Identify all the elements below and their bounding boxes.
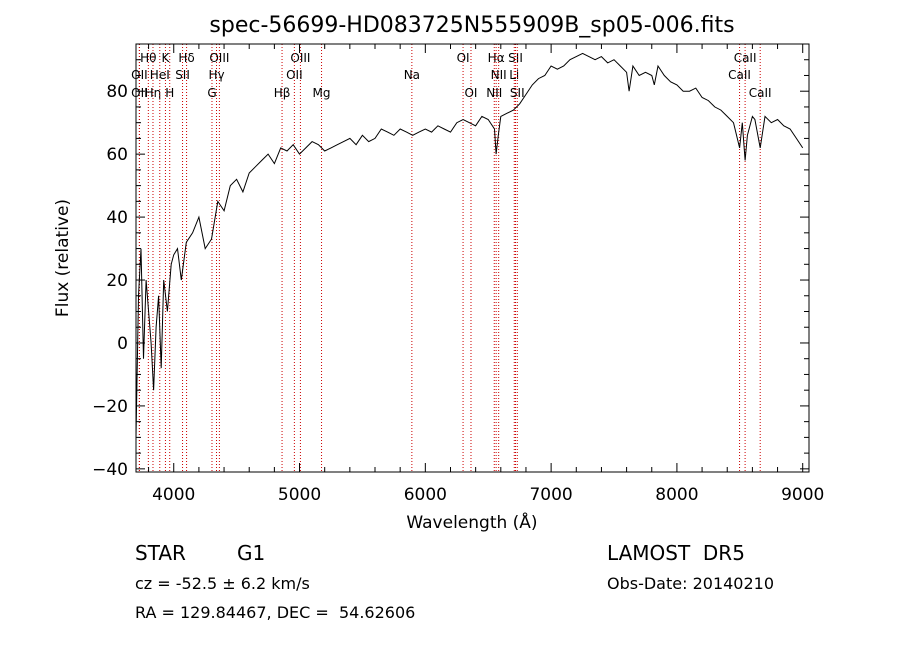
object-class: STAR	[135, 541, 186, 565]
x-tick-label: 8000	[655, 485, 698, 505]
line-marker-label: OI	[464, 86, 477, 100]
line-marker-label: CaII	[728, 68, 751, 82]
line-marker-label: Hγ	[208, 68, 224, 82]
object-subclass: G1	[237, 541, 266, 565]
line-marker-label: SII	[510, 86, 525, 100]
x-tick-label: 9000	[781, 485, 824, 505]
line-marker-label: OI	[457, 51, 470, 65]
line-marker-label: CaII	[749, 86, 772, 100]
y-tick-label: −40	[92, 460, 128, 480]
x-tick-label: 6000	[404, 485, 447, 505]
line-marker-label: SII	[508, 51, 523, 65]
x-axis: 4000 5000 6000 7000 8000 9000	[148, 44, 824, 505]
spectrum-line	[135, 52, 804, 438]
chart-title: spec-56699-HD083725N555909B_sp05-006.fit…	[209, 13, 734, 38]
line-marker-label: NII	[486, 86, 502, 100]
line-marker-label: Mg	[313, 86, 331, 100]
line-marker-label: Hη	[145, 86, 162, 100]
line-marker-label: OIII	[290, 51, 310, 65]
line-marker-label: Hβ	[274, 86, 291, 100]
line-marker-label: Hδ	[178, 51, 194, 65]
line-marker-label: H	[165, 86, 174, 100]
line-marker-label: OIII	[209, 51, 229, 65]
line-marker-label: Li	[509, 68, 519, 82]
y-tick-label: 0	[117, 334, 128, 354]
line-marker-label: K	[161, 51, 170, 65]
redshift-cz: cz = -52.5 ± 6.2 km/s	[135, 574, 310, 593]
survey-name: LAMOST DR5	[607, 541, 745, 565]
line-marker-label: SII	[175, 68, 190, 82]
x-tick-label: 5000	[278, 485, 321, 505]
line-marker-label: OII	[286, 68, 303, 82]
x-tick-label: 4000	[152, 485, 195, 505]
line-marker-label: NII	[491, 68, 507, 82]
line-marker-label: CaII	[734, 51, 757, 65]
y-tick-label: 40	[106, 208, 128, 228]
y-tick-label: −20	[92, 397, 128, 417]
y-axis: −40 −20 0 20 40 60 80	[92, 59, 809, 480]
y-tick-label: 60	[106, 145, 128, 165]
x-axis-label: Wavelength (Å)	[406, 511, 537, 533]
coordinates: RA = 129.84467, DEC = 54.62606	[135, 603, 416, 622]
line-marker-label: HeI	[150, 68, 170, 82]
line-marker-label: Hα	[488, 51, 505, 65]
line-marker-label: Hθ	[140, 51, 156, 65]
y-tick-label: 80	[106, 82, 128, 102]
y-axis-label: Flux (relative)	[53, 199, 73, 317]
obs-date: Obs-Date: 20140210	[607, 574, 775, 593]
x-tick-label: 7000	[529, 485, 572, 505]
y-tick-label: 20	[106, 271, 128, 291]
plot-frame	[135, 43, 810, 473]
line-marker-label: Na	[404, 68, 420, 82]
line-marker-label: OII	[131, 86, 148, 100]
line-marker-label: G	[207, 86, 216, 100]
